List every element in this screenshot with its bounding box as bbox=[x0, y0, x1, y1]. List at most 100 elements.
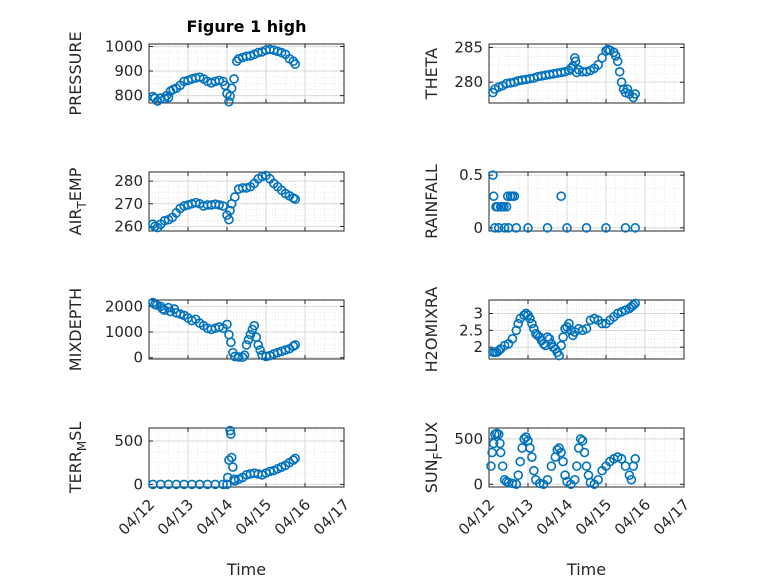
data-point bbox=[597, 318, 607, 329]
data-point bbox=[554, 443, 565, 453]
data-point bbox=[499, 223, 510, 233]
data-point bbox=[542, 474, 553, 485]
data-point bbox=[150, 93, 160, 103]
data-point bbox=[575, 434, 586, 444]
subplot-air_temp: 260 270 280 AIRTEMP bbox=[66, 167, 345, 236]
data-point bbox=[630, 298, 641, 309]
y-tick-label: 0 bbox=[133, 475, 143, 493]
figure-title: Figure 1 high bbox=[187, 17, 307, 36]
data-point bbox=[249, 320, 260, 331]
axes-box bbox=[488, 299, 685, 360]
data-point bbox=[509, 191, 520, 202]
data-point bbox=[191, 197, 201, 208]
data-point bbox=[255, 345, 265, 355]
x-axis-label: Time bbox=[226, 560, 266, 579]
data-point bbox=[488, 170, 498, 180]
data-point bbox=[214, 200, 224, 210]
data-point bbox=[229, 74, 239, 84]
data-point bbox=[290, 194, 301, 205]
data-point bbox=[507, 333, 518, 344]
data-point bbox=[556, 340, 566, 351]
y-axis-label-main: TERR bbox=[66, 451, 85, 494]
data-point bbox=[525, 443, 535, 453]
y-tick-label: 3 bbox=[473, 304, 483, 322]
data-point bbox=[558, 456, 568, 467]
y-tick-label: 280 bbox=[454, 73, 483, 91]
data-point bbox=[492, 201, 503, 212]
data-point bbox=[495, 438, 505, 449]
y-axis-label-tail: SL bbox=[66, 422, 85, 441]
y-tick-label: 285 bbox=[454, 38, 483, 56]
data-point bbox=[529, 465, 539, 476]
data-point bbox=[511, 479, 522, 490]
y-tick-label: 500 bbox=[114, 432, 143, 450]
data-point bbox=[288, 341, 299, 351]
data-point bbox=[630, 223, 641, 233]
data-point bbox=[218, 479, 228, 490]
data-point bbox=[486, 461, 496, 471]
data-point bbox=[511, 223, 522, 233]
axes-box bbox=[148, 171, 345, 232]
data-point bbox=[513, 318, 524, 329]
data-point bbox=[546, 461, 557, 471]
y-axis-label-subscript: F bbox=[431, 452, 445, 459]
data-point bbox=[222, 479, 232, 490]
data-point bbox=[502, 191, 513, 202]
y-axis-label: THETA bbox=[422, 48, 441, 100]
y-tick-label: 1000 bbox=[105, 37, 143, 55]
y-tick-label: 0.5 bbox=[459, 166, 483, 184]
y-tick-label: 1000 bbox=[105, 323, 143, 341]
y-axis-label-subscript: T bbox=[75, 201, 89, 210]
data-point bbox=[612, 56, 623, 67]
data-point bbox=[571, 461, 582, 471]
y-tick-label: 2.5 bbox=[459, 321, 483, 339]
data-point bbox=[597, 53, 607, 63]
data-point bbox=[507, 478, 518, 489]
data-point bbox=[542, 223, 553, 233]
data-point bbox=[226, 452, 237, 463]
data-point bbox=[593, 60, 604, 70]
data-point bbox=[556, 191, 566, 202]
data-point bbox=[488, 191, 499, 202]
data-point bbox=[527, 318, 537, 329]
data-point bbox=[493, 223, 504, 233]
data-point bbox=[290, 340, 301, 350]
data-point bbox=[554, 350, 565, 361]
data-point bbox=[564, 318, 574, 329]
subplot-rainfall: 0 0.5 RAINFALL bbox=[422, 164, 685, 239]
y-axis-label-tail: EMP bbox=[66, 167, 85, 201]
data-point bbox=[218, 201, 228, 211]
data-point bbox=[581, 461, 592, 471]
data-point bbox=[624, 470, 635, 481]
data-point bbox=[544, 333, 555, 344]
y-tick-label: 2 bbox=[473, 338, 483, 356]
data-point bbox=[241, 183, 252, 193]
axes-box bbox=[488, 171, 685, 232]
y-tick-label: 500 bbox=[454, 430, 483, 448]
data-point bbox=[241, 340, 252, 350]
y-axis-label-main: AIR bbox=[66, 209, 85, 236]
data-point bbox=[159, 215, 170, 226]
y-axis-label: H2OMIXRA bbox=[422, 287, 441, 373]
data-point bbox=[562, 223, 572, 233]
data-point bbox=[626, 474, 637, 485]
data-point bbox=[628, 300, 639, 310]
data-point bbox=[622, 84, 633, 94]
axes-box bbox=[148, 43, 345, 104]
data-point bbox=[581, 223, 592, 233]
data-point bbox=[493, 429, 504, 440]
subplot-mixdepth: 0 1000 2000 MIXDEPTH bbox=[66, 288, 345, 371]
data-point bbox=[579, 447, 590, 458]
data-point bbox=[495, 447, 506, 458]
data-point bbox=[569, 474, 580, 485]
data-point bbox=[558, 332, 568, 342]
data-point bbox=[525, 313, 535, 324]
y-tick-label: 0 bbox=[473, 475, 483, 493]
data-point bbox=[513, 470, 524, 481]
y-tick-label: 800 bbox=[114, 87, 143, 105]
data-point bbox=[490, 223, 500, 233]
data-point bbox=[570, 56, 581, 67]
data-point bbox=[230, 192, 240, 202]
y-axis-label: PRESSURE bbox=[66, 31, 85, 115]
data-point bbox=[214, 75, 224, 86]
